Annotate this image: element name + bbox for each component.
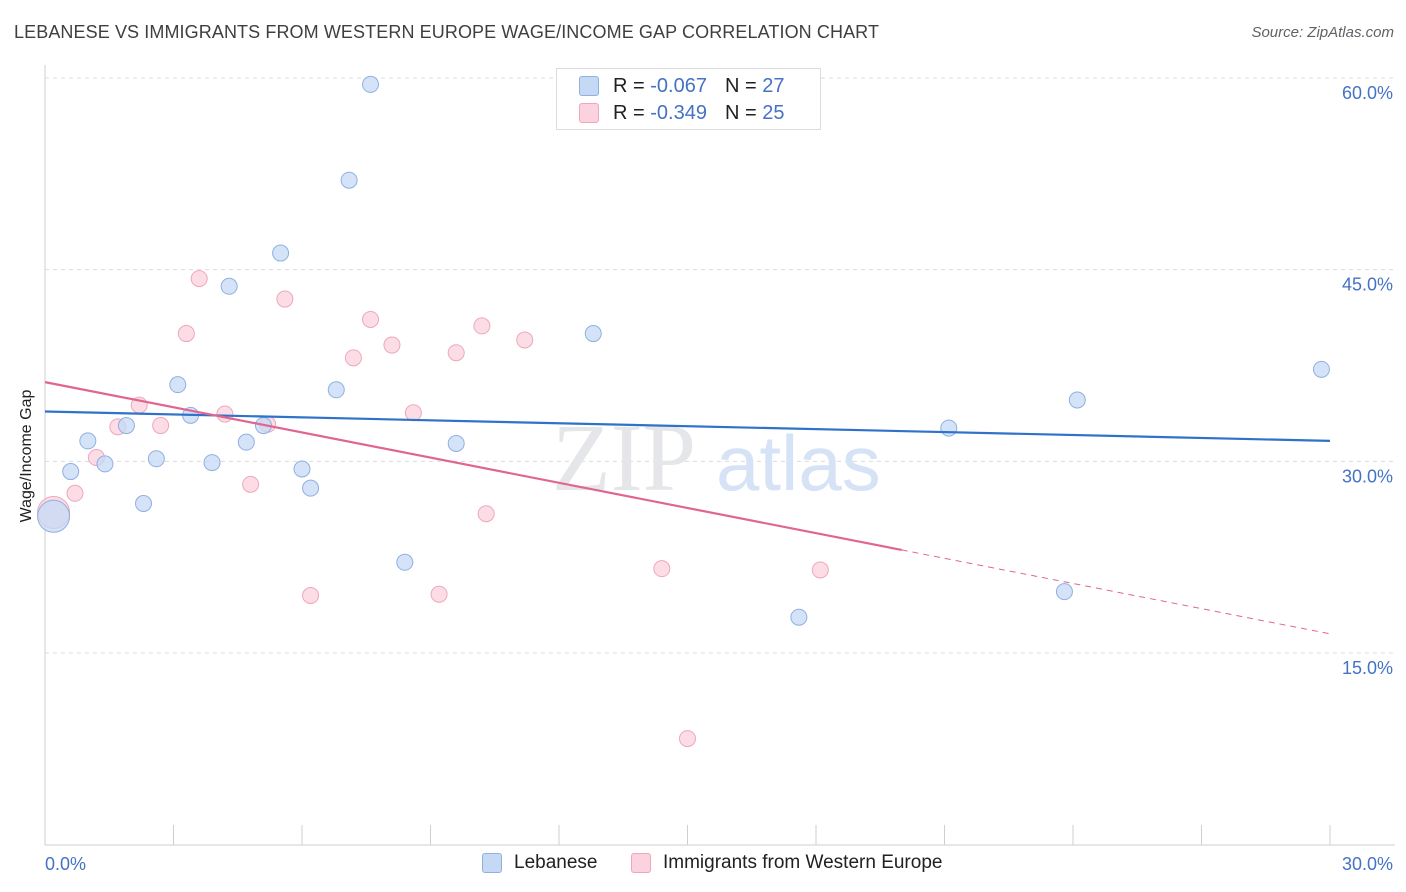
legend-r-label: R = [613,74,645,97]
watermark: ZIP atlas [552,404,881,511]
points-layer [37,75,1330,748]
western-europe-trendline [44,381,902,552]
lebanese-point[interactable] [135,495,153,512]
western-europe-point[interactable] [653,560,671,578]
western-europe-point[interactable] [811,561,829,579]
western-europe-point[interactable] [477,505,495,523]
lebanese-point[interactable] [220,277,238,295]
legend-r-value: -0.067 [650,74,707,97]
y-tick-label: 30.0% [1342,466,1393,486]
lebanese-point[interactable] [302,479,320,497]
lebanese-point[interactable] [447,434,465,452]
bottom-legend-lebanese-label: Lebanese [514,852,598,873]
western-europe-point[interactable] [473,317,491,335]
lebanese-point[interactable] [272,244,290,262]
lebanese-point[interactable] [362,75,380,93]
y-tick-label: 60.0% [1342,83,1393,103]
y-tick-label: 45.0% [1342,275,1393,295]
western-europe-point[interactable] [516,331,534,349]
lebanese-point[interactable] [1068,391,1086,409]
lebanese-point[interactable] [62,463,80,481]
legend-n-label: N = [724,101,757,124]
axis-layer [44,65,1395,846]
legend-row-western-europe: R = -0.349 N = 25 [579,100,784,126]
x-tick-label-min: 0.0% [45,854,86,874]
western-europe-point[interactable] [276,290,294,308]
western-europe-point[interactable] [152,417,170,435]
watermark-zip: ZIP [552,404,696,511]
lebanese-point[interactable] [147,450,165,468]
x-tick-label-max: 30.0% [1342,854,1393,874]
chart-source: Source: ZipAtlas.com [1251,24,1394,41]
legend-n-value: 25 [762,101,785,124]
lebanese-point[interactable] [340,171,358,189]
lebanese-point[interactable] [396,553,414,571]
bottom-legend-lebanese[interactable]: Lebanese [482,852,597,874]
bottom-legend-western-europe-label: Immigrants from Western Europe [663,852,943,873]
western-europe-swatch [631,853,651,873]
western-europe-point[interactable] [447,344,465,362]
grid-layer [45,77,1395,654]
watermark-atlas: atlas [716,419,881,507]
lebanese-swatch [482,853,502,873]
western-europe-point[interactable] [66,484,84,502]
lebanese-trendline [44,410,1331,442]
lebanese-point[interactable] [117,417,135,435]
western-europe-point[interactable] [344,349,362,367]
bottom-legend-western-europe[interactable]: Immigrants from Western Europe [631,852,942,874]
western-europe-swatch [579,103,599,123]
lebanese-point[interactable] [584,325,602,343]
western-europe-point[interactable] [216,405,234,423]
lebanese-point[interactable] [940,419,958,437]
western-europe-trendline-extension [901,549,1331,635]
lebanese-swatch [579,76,599,96]
y-tick-label: 15.0% [1342,658,1393,678]
lebanese-point[interactable] [237,433,255,451]
lebanese-point[interactable] [169,376,187,394]
trend-layer [44,381,1331,635]
western-europe-point[interactable] [190,270,208,288]
western-europe-point[interactable] [242,475,260,493]
lebanese-point[interactable] [1312,360,1330,378]
western-europe-point[interactable] [679,730,696,748]
lebanese-point[interactable] [293,460,311,478]
western-europe-point[interactable] [362,311,380,328]
lebanese-point[interactable] [203,454,221,472]
lebanese-point[interactable] [96,455,114,473]
legend-n-label: N = [724,74,757,97]
correlation-legend: R = -0.067 N = 27 R = -0.349 N = 25 [556,68,821,130]
legend-n-value: 27 [762,74,785,97]
chart-title: LEBANESE VS IMMIGRANTS FROM WESTERN EURO… [14,22,880,42]
western-europe-point[interactable] [302,587,320,604]
tick-label-layer: 15.0% 30.0% 45.0% 60.0% 0.0% 30.0% [45,83,1393,874]
lebanese-point[interactable] [790,608,808,626]
western-europe-point[interactable] [430,585,448,603]
lebanese-point[interactable] [1055,583,1073,601]
legend-r-value: -0.349 [650,101,707,124]
legend-r-label: R = [613,101,645,124]
western-europe-point[interactable] [383,336,401,354]
lebanese-point[interactable] [37,499,71,533]
lebanese-point[interactable] [327,381,345,399]
legend-row-lebanese: R = -0.067 N = 27 [579,73,784,99]
western-europe-point[interactable] [177,325,195,343]
western-europe-point[interactable] [404,404,422,422]
lebanese-point[interactable] [79,432,97,450]
